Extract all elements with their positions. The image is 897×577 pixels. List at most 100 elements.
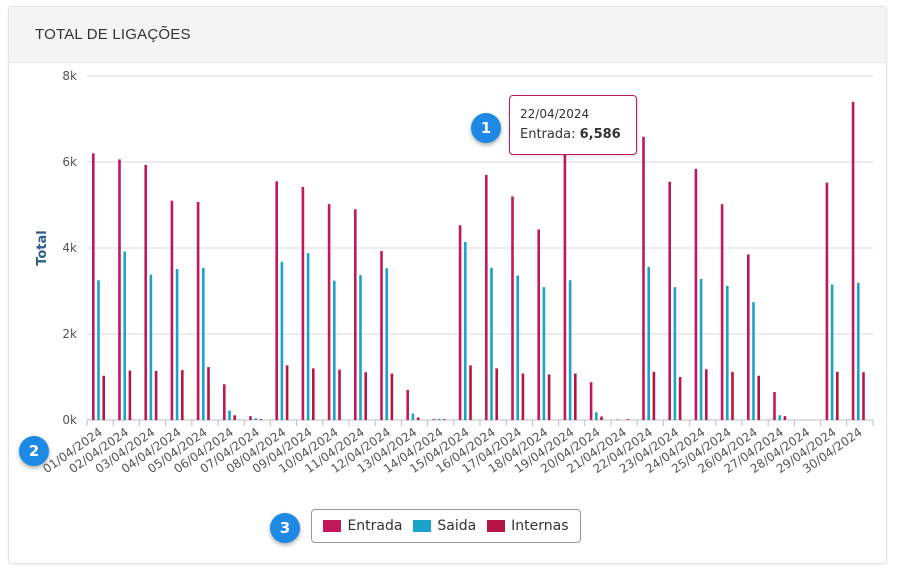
bar-entrada-22 bbox=[668, 181, 671, 420]
bar-internas-14 bbox=[469, 365, 472, 420]
bar-internas-2 bbox=[154, 370, 158, 420]
bar-entrada-23 bbox=[694, 168, 698, 420]
bar-internas-21 bbox=[652, 371, 656, 420]
bar-entrada-0 bbox=[92, 153, 95, 420]
bar-saida-26 bbox=[778, 415, 781, 420]
bar-entrada-3 bbox=[170, 200, 174, 420]
bar-internas-17 bbox=[547, 374, 551, 420]
bar-internas-4 bbox=[207, 367, 210, 420]
bar-entrada-24 bbox=[720, 204, 724, 420]
bar-internas-23 bbox=[705, 369, 708, 420]
bar-saida-12 bbox=[411, 413, 415, 420]
bar-entrada-16 bbox=[511, 196, 514, 420]
bar-entrada-1 bbox=[118, 159, 121, 421]
bar-saida-14 bbox=[464, 241, 467, 420]
legend-swatch-internas bbox=[487, 520, 506, 532]
tooltip-series-label: Entrada: bbox=[520, 127, 576, 142]
bar-internas-3 bbox=[181, 370, 184, 420]
bar-saida-21 bbox=[647, 266, 650, 420]
chart-card: TOTAL DE LIGAÇÕES bbox=[8, 6, 887, 564]
bar-entrada-17 bbox=[537, 229, 540, 420]
bar-internas-25 bbox=[757, 375, 760, 420]
chart-legend: Entrada Saida Internas bbox=[311, 509, 581, 543]
legend-swatch-entrada bbox=[323, 520, 342, 532]
legend-item-internas[interactable]: Internas bbox=[487, 518, 569, 534]
bar-internas-11 bbox=[390, 373, 394, 420]
bar-internas-13 bbox=[443, 419, 446, 420]
bar-internas-15 bbox=[495, 368, 498, 420]
bar-internas-6 bbox=[259, 419, 263, 420]
bar-entrada-9 bbox=[327, 204, 331, 420]
bar-entrada-25 bbox=[747, 254, 750, 420]
bar-internas-24 bbox=[731, 371, 734, 420]
annotation-badge-3: 3 bbox=[270, 513, 300, 543]
bar-entrada-7 bbox=[275, 181, 278, 420]
bar-internas-9 bbox=[338, 369, 341, 420]
bar-entrada-12 bbox=[406, 389, 409, 420]
bar-saida-5 bbox=[228, 410, 231, 420]
tooltip-line: Entrada: 6,586 bbox=[520, 127, 636, 142]
legend-label-entrada: Entrada bbox=[347, 518, 403, 534]
y-tick-label-3: 6k bbox=[62, 155, 77, 169]
bar-saida-1 bbox=[123, 251, 126, 420]
bar-saida-17 bbox=[542, 287, 546, 420]
y-tick-label-4: 8k bbox=[62, 69, 77, 83]
bar-internas-19 bbox=[600, 416, 603, 420]
bar-saida-2 bbox=[149, 274, 153, 420]
bar-saida-6 bbox=[254, 418, 257, 420]
bar-entrada-15 bbox=[485, 174, 488, 420]
legend-label-saida: Saida bbox=[437, 518, 477, 534]
y-tick-label-2: 4k bbox=[62, 241, 77, 255]
card-title: TOTAL DE LIGAÇÕES bbox=[9, 7, 886, 63]
legend-item-saida[interactable]: Saida bbox=[413, 518, 476, 534]
y-tick-label-1: 2k bbox=[62, 327, 77, 341]
bar-saida-10 bbox=[359, 275, 362, 420]
bar-entrada-21 bbox=[642, 136, 645, 420]
bar-saida-23 bbox=[699, 278, 703, 420]
legend-swatch-saida bbox=[413, 520, 432, 532]
bar-saida-3 bbox=[175, 269, 179, 420]
bar-saida-15 bbox=[490, 267, 493, 420]
bar-saida-4 bbox=[202, 267, 205, 420]
bar-saida-11 bbox=[385, 268, 388, 420]
bar-entrada-29 bbox=[851, 101, 855, 421]
bar-entrada-11 bbox=[380, 251, 383, 420]
bar-saida-7 bbox=[280, 261, 284, 420]
bar-entrada-26 bbox=[773, 392, 776, 420]
bar-internas-29 bbox=[862, 372, 865, 420]
tooltip-date: 22/04/2024 bbox=[520, 107, 590, 121]
annotation-badge-1: 1 bbox=[471, 113, 501, 143]
bar-internas-1 bbox=[128, 370, 132, 420]
bar-entrada-10 bbox=[354, 209, 357, 420]
bar-saida-24 bbox=[726, 285, 729, 420]
y-axis-label: Total bbox=[35, 230, 50, 266]
y-tick-label-0: 0k bbox=[62, 413, 77, 427]
bar-internas-12 bbox=[416, 417, 420, 420]
bar-internas-28 bbox=[836, 371, 839, 420]
chart-tooltip: 22/04/2024 Entrada: 6,586 bbox=[509, 95, 637, 155]
bar-entrada-5 bbox=[223, 384, 226, 420]
bar-internas-5 bbox=[233, 415, 236, 420]
bar-saida-25 bbox=[752, 302, 755, 420]
bar-entrada-13 bbox=[432, 419, 436, 420]
annotation-badge-2: 2 bbox=[19, 436, 49, 466]
bar-internas-10 bbox=[364, 372, 367, 420]
legend-label-internas: Internas bbox=[511, 518, 569, 534]
bar-internas-20 bbox=[626, 419, 629, 420]
bar-saida-18 bbox=[568, 280, 572, 420]
bar-saida-29 bbox=[857, 282, 860, 420]
bar-saida-22 bbox=[673, 287, 677, 420]
bar-internas-22 bbox=[678, 377, 682, 420]
bar-saida-16 bbox=[516, 275, 519, 420]
bar-internas-7 bbox=[285, 365, 289, 420]
legend-item-entrada[interactable]: Entrada bbox=[323, 518, 402, 534]
bar-entrada-2 bbox=[144, 165, 147, 420]
bar-entrada-28 bbox=[825, 182, 829, 420]
bar-internas-26 bbox=[783, 416, 787, 420]
bar-saida-13 bbox=[437, 418, 441, 420]
bar-entrada-14 bbox=[458, 225, 462, 420]
bar-saida-0 bbox=[97, 280, 100, 420]
bar-entrada-18 bbox=[563, 106, 567, 420]
bar-saida-19 bbox=[595, 412, 598, 420]
